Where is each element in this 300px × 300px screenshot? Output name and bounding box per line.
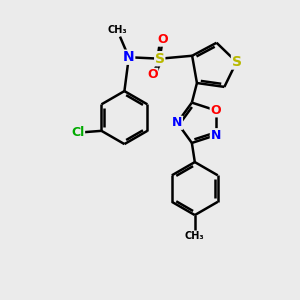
Text: N: N [123,50,135,64]
Text: N: N [172,116,182,129]
Text: O: O [147,68,158,81]
Text: S: S [232,55,242,69]
Text: CH₃: CH₃ [107,25,127,35]
Text: O: O [158,33,168,46]
Text: CH₃: CH₃ [185,231,205,241]
Text: S: S [155,52,165,66]
Text: N: N [210,129,221,142]
Text: O: O [210,104,221,117]
Text: Cl: Cl [71,126,85,139]
